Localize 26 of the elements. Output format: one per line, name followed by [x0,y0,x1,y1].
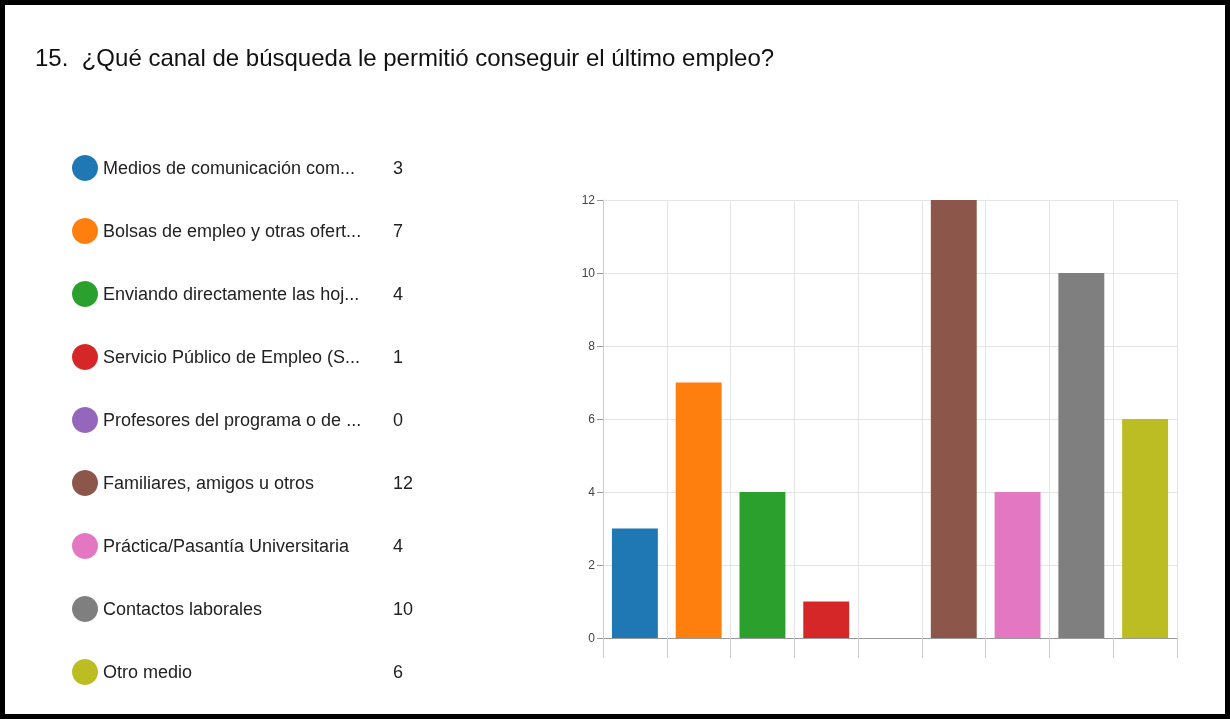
legend-label: Contactos laborales [103,599,263,619]
legend-label: Otro medio [103,662,193,682]
legend-label: Bolsas de empleo y otras ofert... [103,221,362,241]
legend-label: Servicio Público de Empleo (S... [103,347,361,367]
text: 0 [393,410,404,430]
y-tick-label: 6 [588,412,596,426]
y-tick-label: 8 [588,339,596,353]
text: 4 [393,536,404,556]
text: 3 [393,158,404,178]
y-tick-label: 10 [581,266,596,280]
y-tick-label: 4 [588,485,596,499]
text: 4 [393,284,404,304]
text: 12 [393,473,414,493]
legend-label: Familiares, amigos u otros [103,473,315,493]
text: 10 [393,599,414,619]
legend-label: Práctica/Pasantía Universitaria [103,536,351,556]
y-tick-label: 2 [588,558,596,572]
y-tick-label: 0 [588,631,596,645]
legend-label: Profesores del programa o de ... [103,410,362,430]
legend-label: Enviando directamente las hoj... [103,284,360,304]
text: 7 [393,221,404,241]
text: 15. ¿Qué canal de búsqueda le permitió conseguir el último empleo? [35,43,775,71]
y-tick-label: 12 [581,193,596,207]
text: 1 [393,347,404,367]
text: 6 [393,662,404,682]
legend-label: Medios de comunicación com... [103,158,356,178]
